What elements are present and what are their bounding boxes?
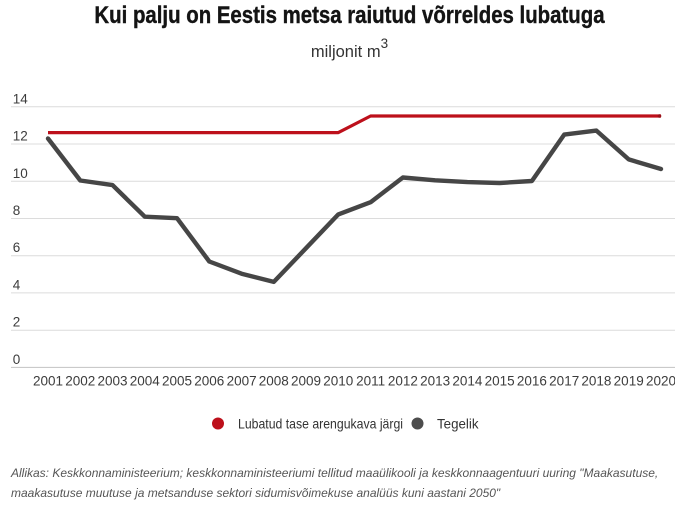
svg-text:8: 8 xyxy=(13,203,21,218)
svg-text:2: 2 xyxy=(13,315,21,330)
svg-text:6: 6 xyxy=(13,240,21,255)
svg-text:2009: 2009 xyxy=(291,374,321,389)
svg-text:2015: 2015 xyxy=(485,374,515,389)
svg-text:0: 0 xyxy=(13,352,21,367)
svg-text:Tegelik: Tegelik xyxy=(437,416,479,432)
svg-text:12: 12 xyxy=(13,129,28,144)
svg-text:2007: 2007 xyxy=(227,374,257,389)
svg-text:2018: 2018 xyxy=(581,374,611,389)
svg-text:2008: 2008 xyxy=(259,374,289,389)
svg-text:2010: 2010 xyxy=(323,374,353,389)
svg-text:4: 4 xyxy=(13,277,21,292)
svg-text:2017: 2017 xyxy=(549,374,579,389)
svg-text:2012: 2012 xyxy=(388,374,418,389)
svg-text:Lubatud tase arengukava järgi: Lubatud tase arengukava järgi xyxy=(238,416,403,432)
svg-text:2006: 2006 xyxy=(194,374,224,389)
svg-text:14: 14 xyxy=(13,91,29,106)
svg-text:10: 10 xyxy=(13,166,28,181)
svg-text:2013: 2013 xyxy=(420,374,450,389)
svg-text:2005: 2005 xyxy=(162,374,192,389)
svg-text:2003: 2003 xyxy=(97,374,127,389)
svg-text:2020: 2020 xyxy=(646,374,675,389)
svg-text:2001: 2001 xyxy=(33,374,63,389)
svg-text:2019: 2019 xyxy=(614,374,644,389)
svg-text:2011: 2011 xyxy=(356,374,385,389)
svg-text:2014: 2014 xyxy=(452,374,483,389)
svg-text:2016: 2016 xyxy=(517,374,547,389)
svg-text:2004: 2004 xyxy=(130,374,161,389)
svg-text:2002: 2002 xyxy=(65,374,95,389)
